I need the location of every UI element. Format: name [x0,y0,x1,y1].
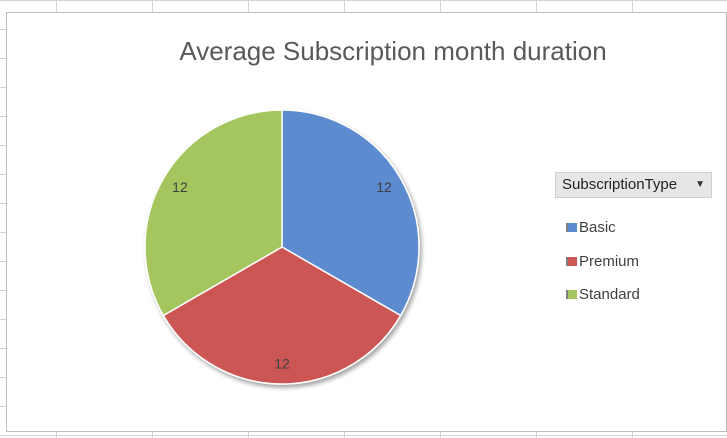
legend-label-basic: Basic [579,219,616,236]
pie-slice-basic[interactable] [281,109,420,317]
legend-swatch-basic [566,222,577,232]
data-label-standard: 12 [172,179,188,195]
legend-label-premium: Premium [579,253,640,270]
chart-title: Average Subscription month duration [179,36,607,66]
data-label-premium: 12 [274,356,290,372]
legend-filter-button[interactable]: SubscriptionType ▼ [555,172,712,198]
legend-header-label: SubscriptionType [562,176,678,193]
dropdown-arrow-icon: ▼ [695,179,705,190]
pie-slice-standard[interactable] [144,109,283,317]
legend-item-standard: Standard [566,285,640,305]
legend-label-standard: Standard [579,286,640,303]
legend-swatch-standard [566,289,577,299]
data-label-basic: 12 [376,179,392,195]
pie-slice-premium[interactable] [162,246,402,385]
legend-item-basic: Basic [566,218,616,238]
legend-swatch-premium [566,256,577,266]
legend-item-premium: Premium [566,252,639,272]
